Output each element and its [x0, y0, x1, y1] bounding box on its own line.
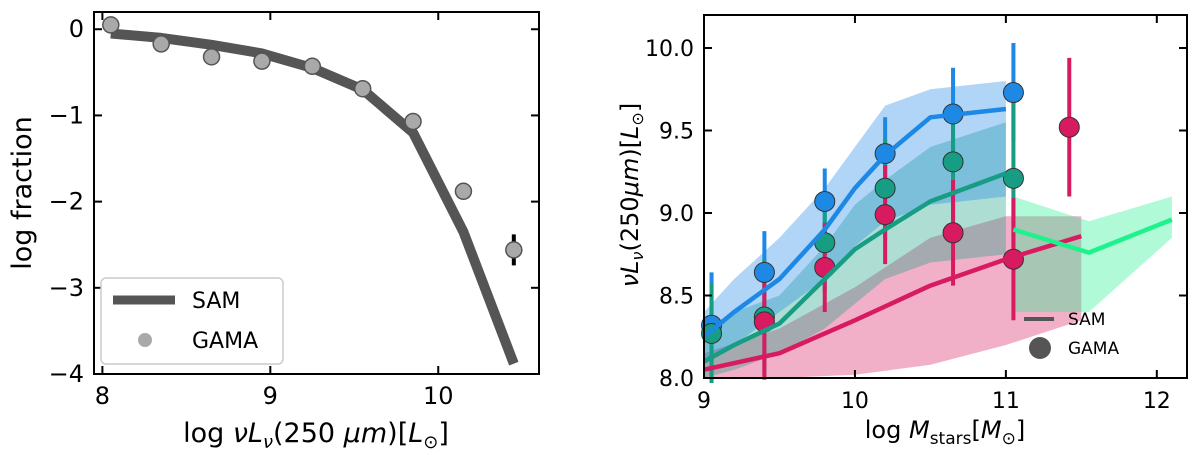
x-tick-label: 10	[841, 389, 869, 414]
left-ticks: 8 9 10 0 −1 −2 −3 −4	[49, 12, 539, 410]
gama-point	[874, 177, 896, 199]
right-y-axis-label: νLν(250μm)[L⊙]	[616, 103, 647, 287]
right-legend-gama-label: GAMA	[1068, 339, 1119, 359]
y-tick-label: 10.0	[645, 37, 694, 62]
gama-point	[814, 190, 836, 212]
sam-line	[703, 233, 1082, 372]
y-tick-label: −2	[49, 188, 84, 216]
right-plot-area	[701, 43, 1173, 383]
right-axes-frame	[703, 14, 1188, 379]
y-tick-label: 8.0	[659, 367, 694, 392]
gama-point	[202, 48, 221, 66]
legend-gama-marker	[138, 333, 152, 347]
sam-band	[1013, 196, 1172, 312]
right-chart: 9 10 11 12 8.0 8.5 9.0 9.5 10.0 log Mstars[M⊙] ν…	[616, 14, 1188, 449]
sam-band	[704, 216, 1082, 378]
gama-point	[942, 151, 964, 173]
left-axes-frame	[93, 11, 540, 375]
gama-point	[303, 57, 322, 76]
gama-point	[874, 204, 896, 226]
gama-point	[454, 182, 473, 201]
x-tick-label: 9	[263, 382, 278, 410]
gama-point	[1002, 82, 1024, 104]
gama-point	[102, 16, 120, 34]
y-tick-label: 8.5	[659, 285, 694, 310]
right-legend-sam-label: SAM	[1068, 310, 1105, 330]
gama-point	[1002, 167, 1024, 189]
sam-line	[1012, 217, 1173, 255]
left-x-axis-label: log νLν(250 μm)[L⊙]	[183, 418, 449, 453]
gama-point	[404, 112, 422, 131]
y-tick-label: −4	[49, 360, 84, 388]
gama-point	[353, 79, 372, 98]
gama-point	[152, 35, 170, 53]
y-tick-label: −1	[49, 101, 84, 129]
x-tick-label: 12	[1143, 389, 1171, 414]
y-tick-label: −3	[49, 274, 84, 302]
x-tick-label: 9	[697, 389, 711, 414]
right-x-axis-label: log Mstars[M⊙]	[865, 416, 1025, 449]
right-legend: SAM GAMA	[1024, 310, 1119, 359]
legend-gama-label: GAMA	[192, 329, 258, 354]
gama-point	[505, 241, 523, 259]
gama-point	[1058, 116, 1080, 138]
left-chart: 8 9 10 0 −1 −2 −3 −4 log νLν(250 μm)[L⊙] log fr…	[7, 11, 540, 453]
right-ticks: 9 10 11 12 8.0 8.5 9.0 9.5 10.0	[645, 15, 1187, 414]
x-tick-label: 10	[423, 382, 454, 410]
gama-point	[753, 261, 775, 283]
sam-line	[702, 106, 1007, 339]
x-tick-label: 8	[95, 382, 110, 410]
y-tick-label: 9.0	[659, 202, 694, 227]
y-tick-label: 9.5	[659, 120, 694, 145]
sam-line	[702, 171, 1007, 364]
x-tick-label: 11	[992, 389, 1020, 414]
legend-sam-label: SAM	[192, 289, 240, 314]
left-legend: SAM GAMA	[100, 277, 284, 365]
gama-point	[253, 52, 271, 70]
right-legend-gama-marker	[1029, 337, 1051, 359]
left-plot-area	[102, 16, 523, 366]
gama-point	[942, 222, 964, 244]
sam-band	[704, 81, 1006, 362]
left-y-axis-label: log fraction	[7, 116, 38, 269]
y-tick-label: 0	[69, 15, 84, 43]
